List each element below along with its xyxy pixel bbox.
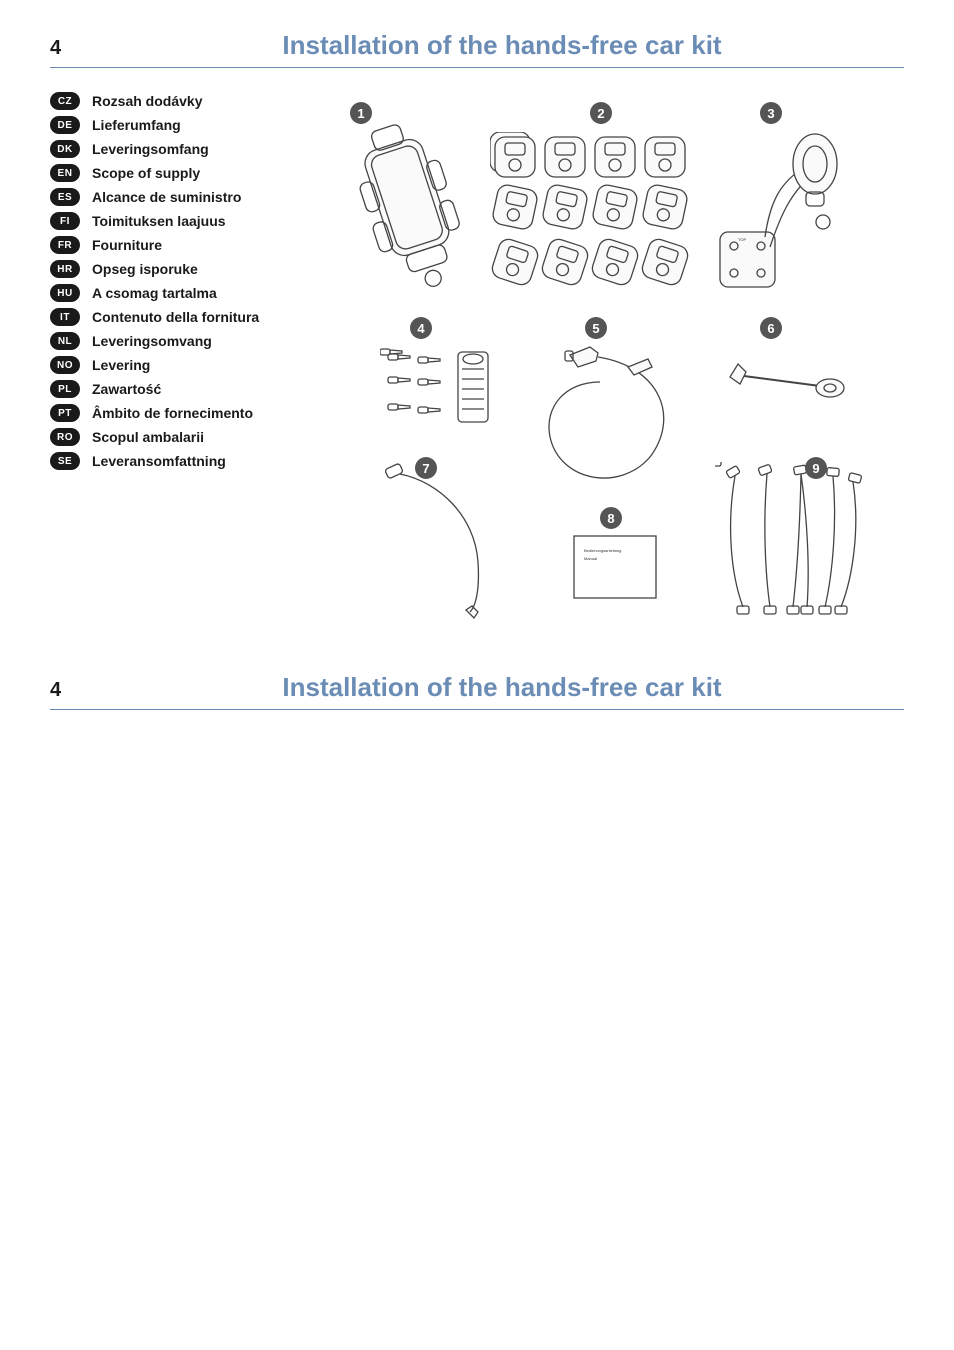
lang-label: Scopul ambalarii bbox=[92, 429, 204, 445]
lang-badge: FI bbox=[50, 212, 80, 230]
diagram-item-9 bbox=[715, 462, 865, 622]
lang-badge: DE bbox=[50, 116, 80, 134]
language-row: HR Opseg isporuke bbox=[50, 260, 310, 278]
language-row: DE Lieferumfang bbox=[50, 116, 310, 134]
lang-label: A csomag tartalma bbox=[92, 285, 217, 301]
language-row: PL Zawartość bbox=[50, 380, 310, 398]
section-bottom: 4 Installation of the hands-free car kit bbox=[50, 672, 904, 710]
lang-badge: NL bbox=[50, 332, 80, 350]
lang-label: Contenuto della fornitura bbox=[92, 309, 259, 325]
language-row: FR Fourniture bbox=[50, 236, 310, 254]
section-top: 4 Installation of the hands-free car kit… bbox=[50, 30, 904, 612]
language-row: EN Scope of supply bbox=[50, 164, 310, 182]
lang-badge: HR bbox=[50, 260, 80, 278]
lang-badge: PL bbox=[50, 380, 80, 398]
language-list: CZ Rozsah dodávky DE Lieferumfang DK Levering… bbox=[50, 92, 310, 612]
lang-badge: NO bbox=[50, 356, 80, 374]
svg-text:Bedienungsanleitung: Bedienungsanleitung bbox=[584, 548, 621, 553]
lang-label: Scope of supply bbox=[92, 165, 200, 181]
lang-badge: FR bbox=[50, 236, 80, 254]
lang-label: Opseg isporuke bbox=[92, 261, 198, 277]
lang-badge: SE bbox=[50, 452, 80, 470]
diagram-number: 7 bbox=[415, 457, 437, 479]
diagram-item-5 bbox=[530, 337, 690, 497]
language-row: IT Contenuto della fornitura bbox=[50, 308, 310, 326]
language-row: HU A csomag tartalma bbox=[50, 284, 310, 302]
lang-label: Leveringsomvang bbox=[92, 333, 212, 349]
lang-badge: CZ bbox=[50, 92, 80, 110]
language-row: CZ Rozsah dodávky bbox=[50, 92, 310, 110]
diagram-item-7 bbox=[380, 462, 500, 622]
lang-badge: ES bbox=[50, 188, 80, 206]
lang-label: Leveringsomfang bbox=[92, 141, 209, 157]
language-row: FI Toimituksen laajuus bbox=[50, 212, 310, 230]
lang-label: Alcance de suministro bbox=[92, 189, 241, 205]
language-row: NO Levering bbox=[50, 356, 310, 374]
diagram-item-1 bbox=[340, 112, 480, 302]
diagram-number: 9 bbox=[805, 457, 827, 479]
diagram-item-2 bbox=[490, 132, 690, 312]
diagram-number: 6 bbox=[760, 317, 782, 339]
diagram-number: 8 bbox=[600, 507, 622, 529]
svg-text:TOP: TOP bbox=[738, 237, 746, 242]
lang-label: Zawartość bbox=[92, 381, 161, 397]
lang-label: Âmbito de fornecimento bbox=[92, 405, 253, 421]
diagram-item-6 bbox=[720, 352, 850, 412]
lang-label: Fourniture bbox=[92, 237, 162, 253]
language-row: ES Alcance de suministro bbox=[50, 188, 310, 206]
lang-badge: DK bbox=[50, 140, 80, 158]
language-row: SE Leveransomfattning bbox=[50, 452, 310, 470]
lang-badge: HU bbox=[50, 284, 80, 302]
lang-label: Leveransomfattning bbox=[92, 453, 226, 469]
page-title: Installation of the hands-free car kit bbox=[100, 30, 904, 61]
language-row: NL Leveringsomvang bbox=[50, 332, 310, 350]
diagram-number: 5 bbox=[585, 317, 607, 339]
language-row: DK Leveringsomfang bbox=[50, 140, 310, 158]
lang-label: Toimituksen laajuus bbox=[92, 213, 226, 229]
diagram-number: 1 bbox=[350, 102, 372, 124]
language-row: RO Scopul ambalarii bbox=[50, 428, 310, 446]
svg-text:Manual: Manual bbox=[584, 556, 597, 561]
lang-badge: PT bbox=[50, 404, 80, 422]
diagram-number: 3 bbox=[760, 102, 782, 124]
diagram-item-8: Bedienungsanleitung Manual bbox=[570, 532, 660, 602]
header: 4 Installation of the hands-free car kit bbox=[50, 30, 904, 68]
diagram-item-4 bbox=[380, 347, 500, 447]
lang-label: Lieferumfang bbox=[92, 117, 181, 133]
lang-label: Levering bbox=[92, 357, 150, 373]
diagram-number: 4 bbox=[410, 317, 432, 339]
diagram-number: 2 bbox=[590, 102, 612, 124]
page-number: 4 bbox=[50, 37, 100, 60]
diagram-item-3: TOP bbox=[710, 122, 850, 302]
language-row: PT Âmbito de fornecimento bbox=[50, 404, 310, 422]
diagram-area: TOP bbox=[320, 92, 904, 612]
page-number-2: 4 bbox=[50, 679, 100, 702]
lang-label: Rozsah dodávky bbox=[92, 93, 202, 109]
header-2: 4 Installation of the hands-free car kit bbox=[50, 672, 904, 710]
lang-badge: IT bbox=[50, 308, 80, 326]
lang-badge: RO bbox=[50, 428, 80, 446]
page-title-2: Installation of the hands-free car kit bbox=[100, 672, 904, 703]
content-row: CZ Rozsah dodávky DE Lieferumfang DK Levering… bbox=[50, 92, 904, 612]
lang-badge: EN bbox=[50, 164, 80, 182]
